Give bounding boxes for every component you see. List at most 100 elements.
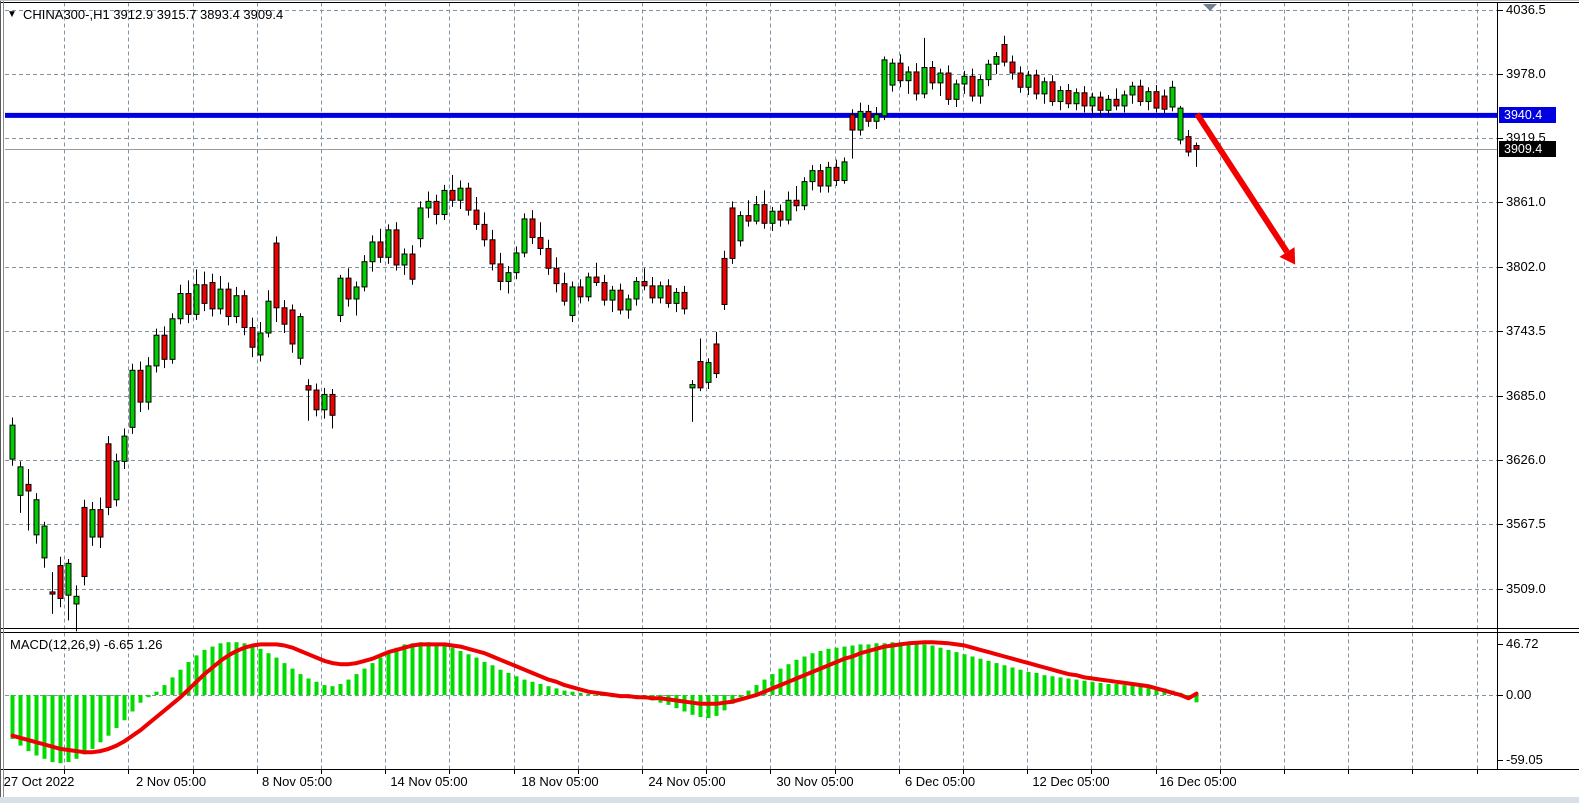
macd-histogram-bar: [194, 655, 199, 695]
candle-body: [345, 277, 352, 300]
candle-body: [1137, 85, 1144, 103]
macd-histogram-bar: [362, 668, 367, 695]
macd-histogram-bar: [186, 662, 191, 695]
grid-layer: [5, 2, 1497, 770]
macd-histogram-bar: [1002, 665, 1007, 695]
macd-histogram-bar: [458, 651, 463, 695]
macd-histogram-bar: [426, 642, 431, 695]
candle-body: [249, 327, 256, 348]
date-axis-label: 6 Dec 05:00: [904, 774, 976, 789]
macd-histogram-bar: [1194, 695, 1199, 703]
date-axis-label: 27 Oct 2022: [3, 774, 75, 789]
candle-body: [25, 483, 32, 492]
macd-histogram-bar: [994, 663, 999, 695]
candle-body: [1041, 81, 1048, 95]
candle-body: [913, 71, 920, 95]
candle-body: [777, 210, 784, 221]
window-top-edge: [0, 0, 1579, 1]
candle-body: [713, 343, 720, 375]
candle-body: [561, 283, 568, 302]
candle-body: [745, 215, 752, 222]
macd-histogram-bar: [938, 647, 943, 695]
macd-histogram-bar: [514, 676, 519, 695]
macd-histogram-bar: [810, 653, 815, 695]
candle-body: [89, 509, 96, 538]
candle-body: [257, 332, 264, 356]
candle-body: [289, 309, 296, 345]
candle-body: [609, 289, 616, 301]
candle-body: [65, 562, 72, 596]
candle-body: [209, 282, 216, 310]
date-axis-label: 30 Nov 05:00: [776, 774, 854, 789]
macd-histogram-bar: [490, 665, 495, 695]
macd-histogram-bar: [66, 695, 71, 763]
candle-body: [441, 189, 448, 216]
candle-body: [1081, 92, 1088, 107]
macd-histogram-bar: [1122, 685, 1127, 695]
macd-histogram-bar: [338, 684, 343, 695]
macd-histogram-bar: [18, 695, 23, 746]
candle-body: [985, 63, 992, 81]
candle-body: [1089, 96, 1096, 107]
candle-body: [1073, 92, 1080, 105]
macd-histogram-bar: [1138, 686, 1143, 695]
candles-layer: [9, 35, 1200, 632]
macd-histogram-bar: [594, 695, 599, 696]
macd-histogram-bar: [522, 679, 527, 695]
macd-histogram-bar: [1082, 680, 1087, 695]
candle-body: [329, 393, 336, 416]
macd-histogram-bar: [162, 685, 167, 695]
macd-histogram-bar: [834, 647, 839, 695]
candle-body: [201, 284, 208, 304]
macd-histogram-bar: [210, 646, 215, 695]
macd-histogram-bar: [50, 695, 55, 763]
candle-body: [937, 72, 944, 84]
macd-histogram-bar: [874, 643, 879, 695]
macd-histogram-bar: [154, 691, 159, 695]
candle-body: [49, 591, 56, 595]
candle-body: [1049, 81, 1056, 103]
macd-histogram-bar: [10, 695, 15, 739]
macd-histogram-bar: [930, 645, 935, 695]
macd-histogram-bar: [730, 695, 735, 704]
macd-histogram-bar: [858, 644, 863, 695]
macd-histogram-bar: [242, 643, 247, 695]
macd-histogram-bar: [690, 695, 695, 715]
macd-histogram-bar: [570, 691, 575, 695]
candle-body: [73, 595, 80, 605]
macd-histogram-bar: [1114, 684, 1119, 695]
candle-body: [633, 280, 640, 300]
candle-body: [657, 285, 664, 299]
candle-body: [857, 110, 864, 131]
candle-body: [153, 334, 160, 367]
down-arrow-annotation[interactable]: [1194, 112, 1296, 265]
candle-body: [521, 218, 528, 254]
macd-histogram-bar: [1146, 686, 1151, 695]
macd-histogram-bar: [850, 645, 855, 695]
candle-body: [769, 210, 776, 224]
candle-body: [529, 218, 536, 239]
macd-histogram-bar: [26, 695, 31, 752]
macd-histogram-bar: [546, 686, 551, 695]
candle-body: [145, 365, 152, 403]
price-axis-label: 3743.5: [1506, 323, 1546, 339]
price-axis-label: 3685.0: [1506, 387, 1546, 403]
macd-signal-line: [10, 640, 1199, 755]
macd-histogram-bar: [586, 693, 591, 695]
chart-shift-marker-icon[interactable]: [1203, 4, 1217, 11]
macd-histogram-bar: [290, 668, 295, 695]
macd-histogram-bar: [434, 643, 439, 695]
candle-body: [449, 189, 456, 201]
collapse-triangle-icon[interactable]: ▼: [7, 9, 17, 20]
candle-body: [457, 187, 464, 201]
macd-histogram-bar: [578, 692, 583, 695]
macd-histogram-bar: [538, 684, 543, 695]
candle-body: [545, 248, 552, 269]
candle-body: [465, 187, 472, 211]
candle-body: [337, 277, 344, 316]
candle-body: [865, 110, 872, 122]
candle-body: [873, 114, 880, 122]
macd-histogram-bar: [234, 642, 239, 695]
